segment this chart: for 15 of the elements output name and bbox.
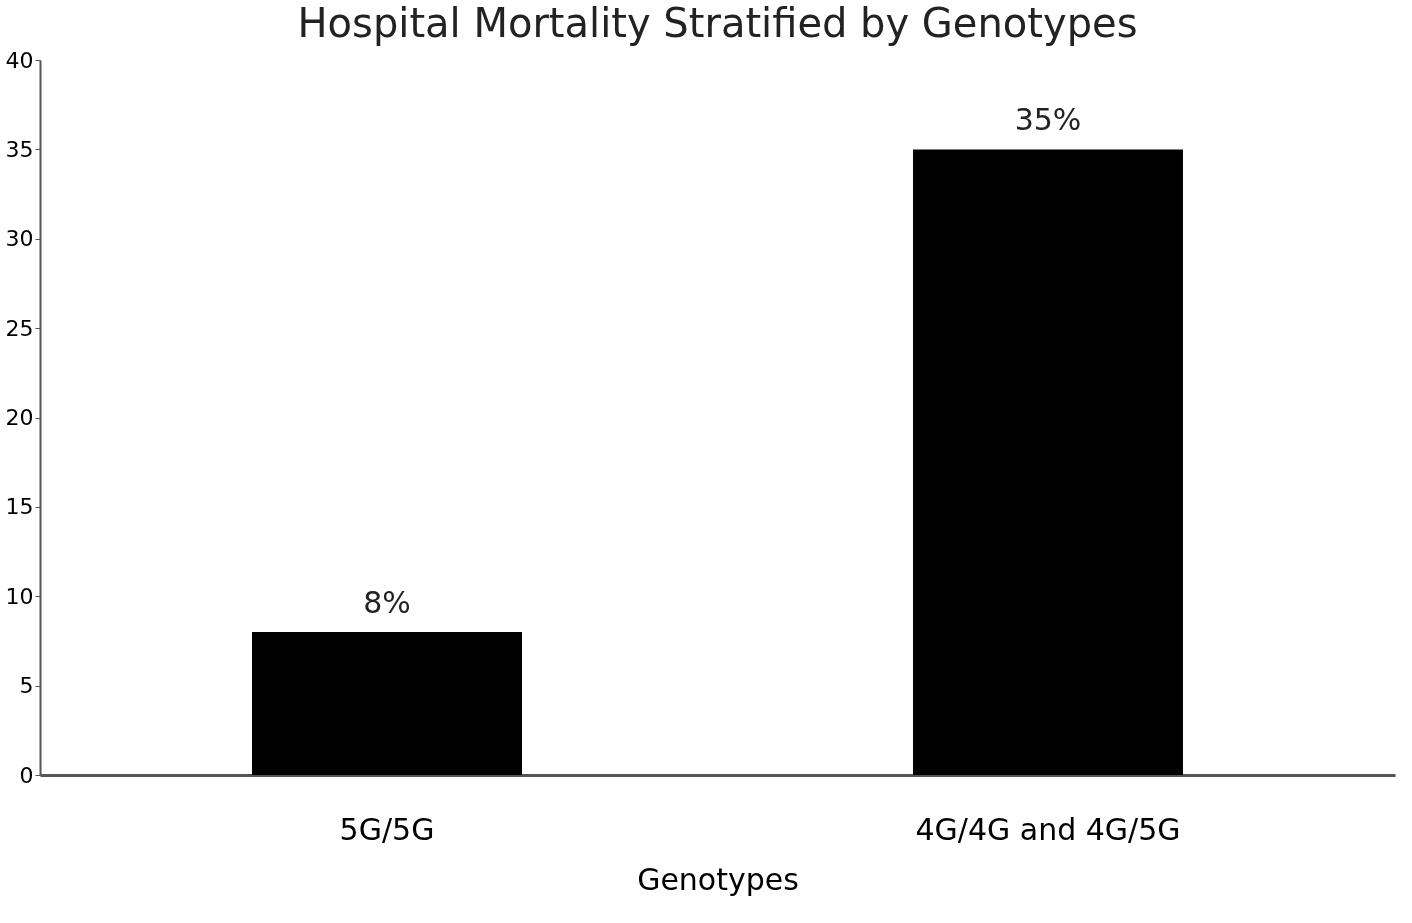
y-tick-label: 25 (5, 315, 34, 341)
data-label: 35% (1014, 102, 1082, 138)
data-label: 8% (363, 585, 411, 620)
x-tick-label: 5G/5G (339, 811, 435, 847)
chart-title: Hospital Mortality Stratified by Genotypes (297, 0, 1138, 46)
y-tick-label: 10 (5, 583, 34, 609)
y-tick-label: 20 (5, 405, 34, 430)
y-tick-label: 5 (19, 673, 34, 699)
y-tick-label: 15 (5, 494, 34, 520)
x-axis-title: Genotypes (637, 861, 799, 897)
y-tick-label: 40 (5, 47, 34, 73)
y-tick-label: 35 (5, 136, 34, 162)
y-tick-label: 30 (5, 226, 34, 252)
y-tick-label: 0 (19, 762, 34, 788)
x-tick-label: 4G/4G and 4G/5G (915, 811, 1181, 847)
